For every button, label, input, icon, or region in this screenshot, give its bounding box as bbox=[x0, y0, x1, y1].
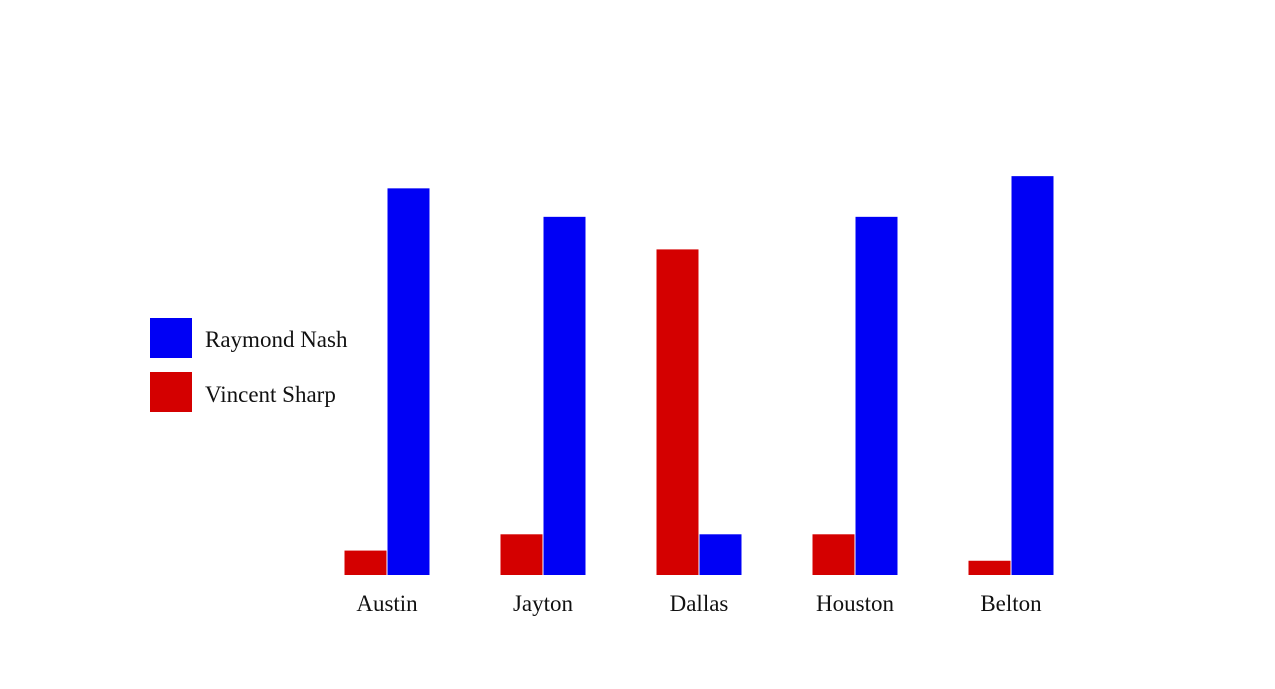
x-tick-label-jayton: Jayton bbox=[513, 591, 574, 616]
bar-jayton-vincent-sharp bbox=[500, 534, 543, 575]
legend-swatch-raymond-nash bbox=[150, 318, 192, 358]
x-tick-label-belton: Belton bbox=[980, 591, 1042, 616]
legend-label-vincent-sharp: Vincent Sharp bbox=[205, 382, 336, 407]
bar-dallas-raymond-nash bbox=[699, 534, 742, 575]
bars-layer bbox=[344, 176, 1054, 575]
bar-austin-raymond-nash bbox=[387, 188, 430, 575]
bar-houston-vincent-sharp bbox=[812, 534, 855, 575]
bar-belton-vincent-sharp bbox=[968, 560, 1011, 575]
legend: Raymond Nash Vincent Sharp bbox=[150, 318, 348, 412]
x-tick-label-dallas: Dallas bbox=[670, 591, 729, 616]
x-tick-label-houston: Houston bbox=[816, 591, 894, 616]
legend-label-raymond-nash: Raymond Nash bbox=[205, 327, 348, 352]
x-axis-tick-labels: Austin Jayton Dallas Houston Belton bbox=[356, 591, 1042, 616]
bar-belton-raymond-nash bbox=[1011, 176, 1054, 575]
bar-houston-raymond-nash bbox=[855, 216, 898, 575]
bar-dallas-vincent-sharp bbox=[656, 249, 699, 575]
bar-jayton-raymond-nash bbox=[543, 216, 586, 575]
bar-austin-vincent-sharp bbox=[344, 550, 387, 575]
x-tick-label-austin: Austin bbox=[356, 591, 418, 616]
legend-swatch-vincent-sharp bbox=[150, 372, 192, 412]
